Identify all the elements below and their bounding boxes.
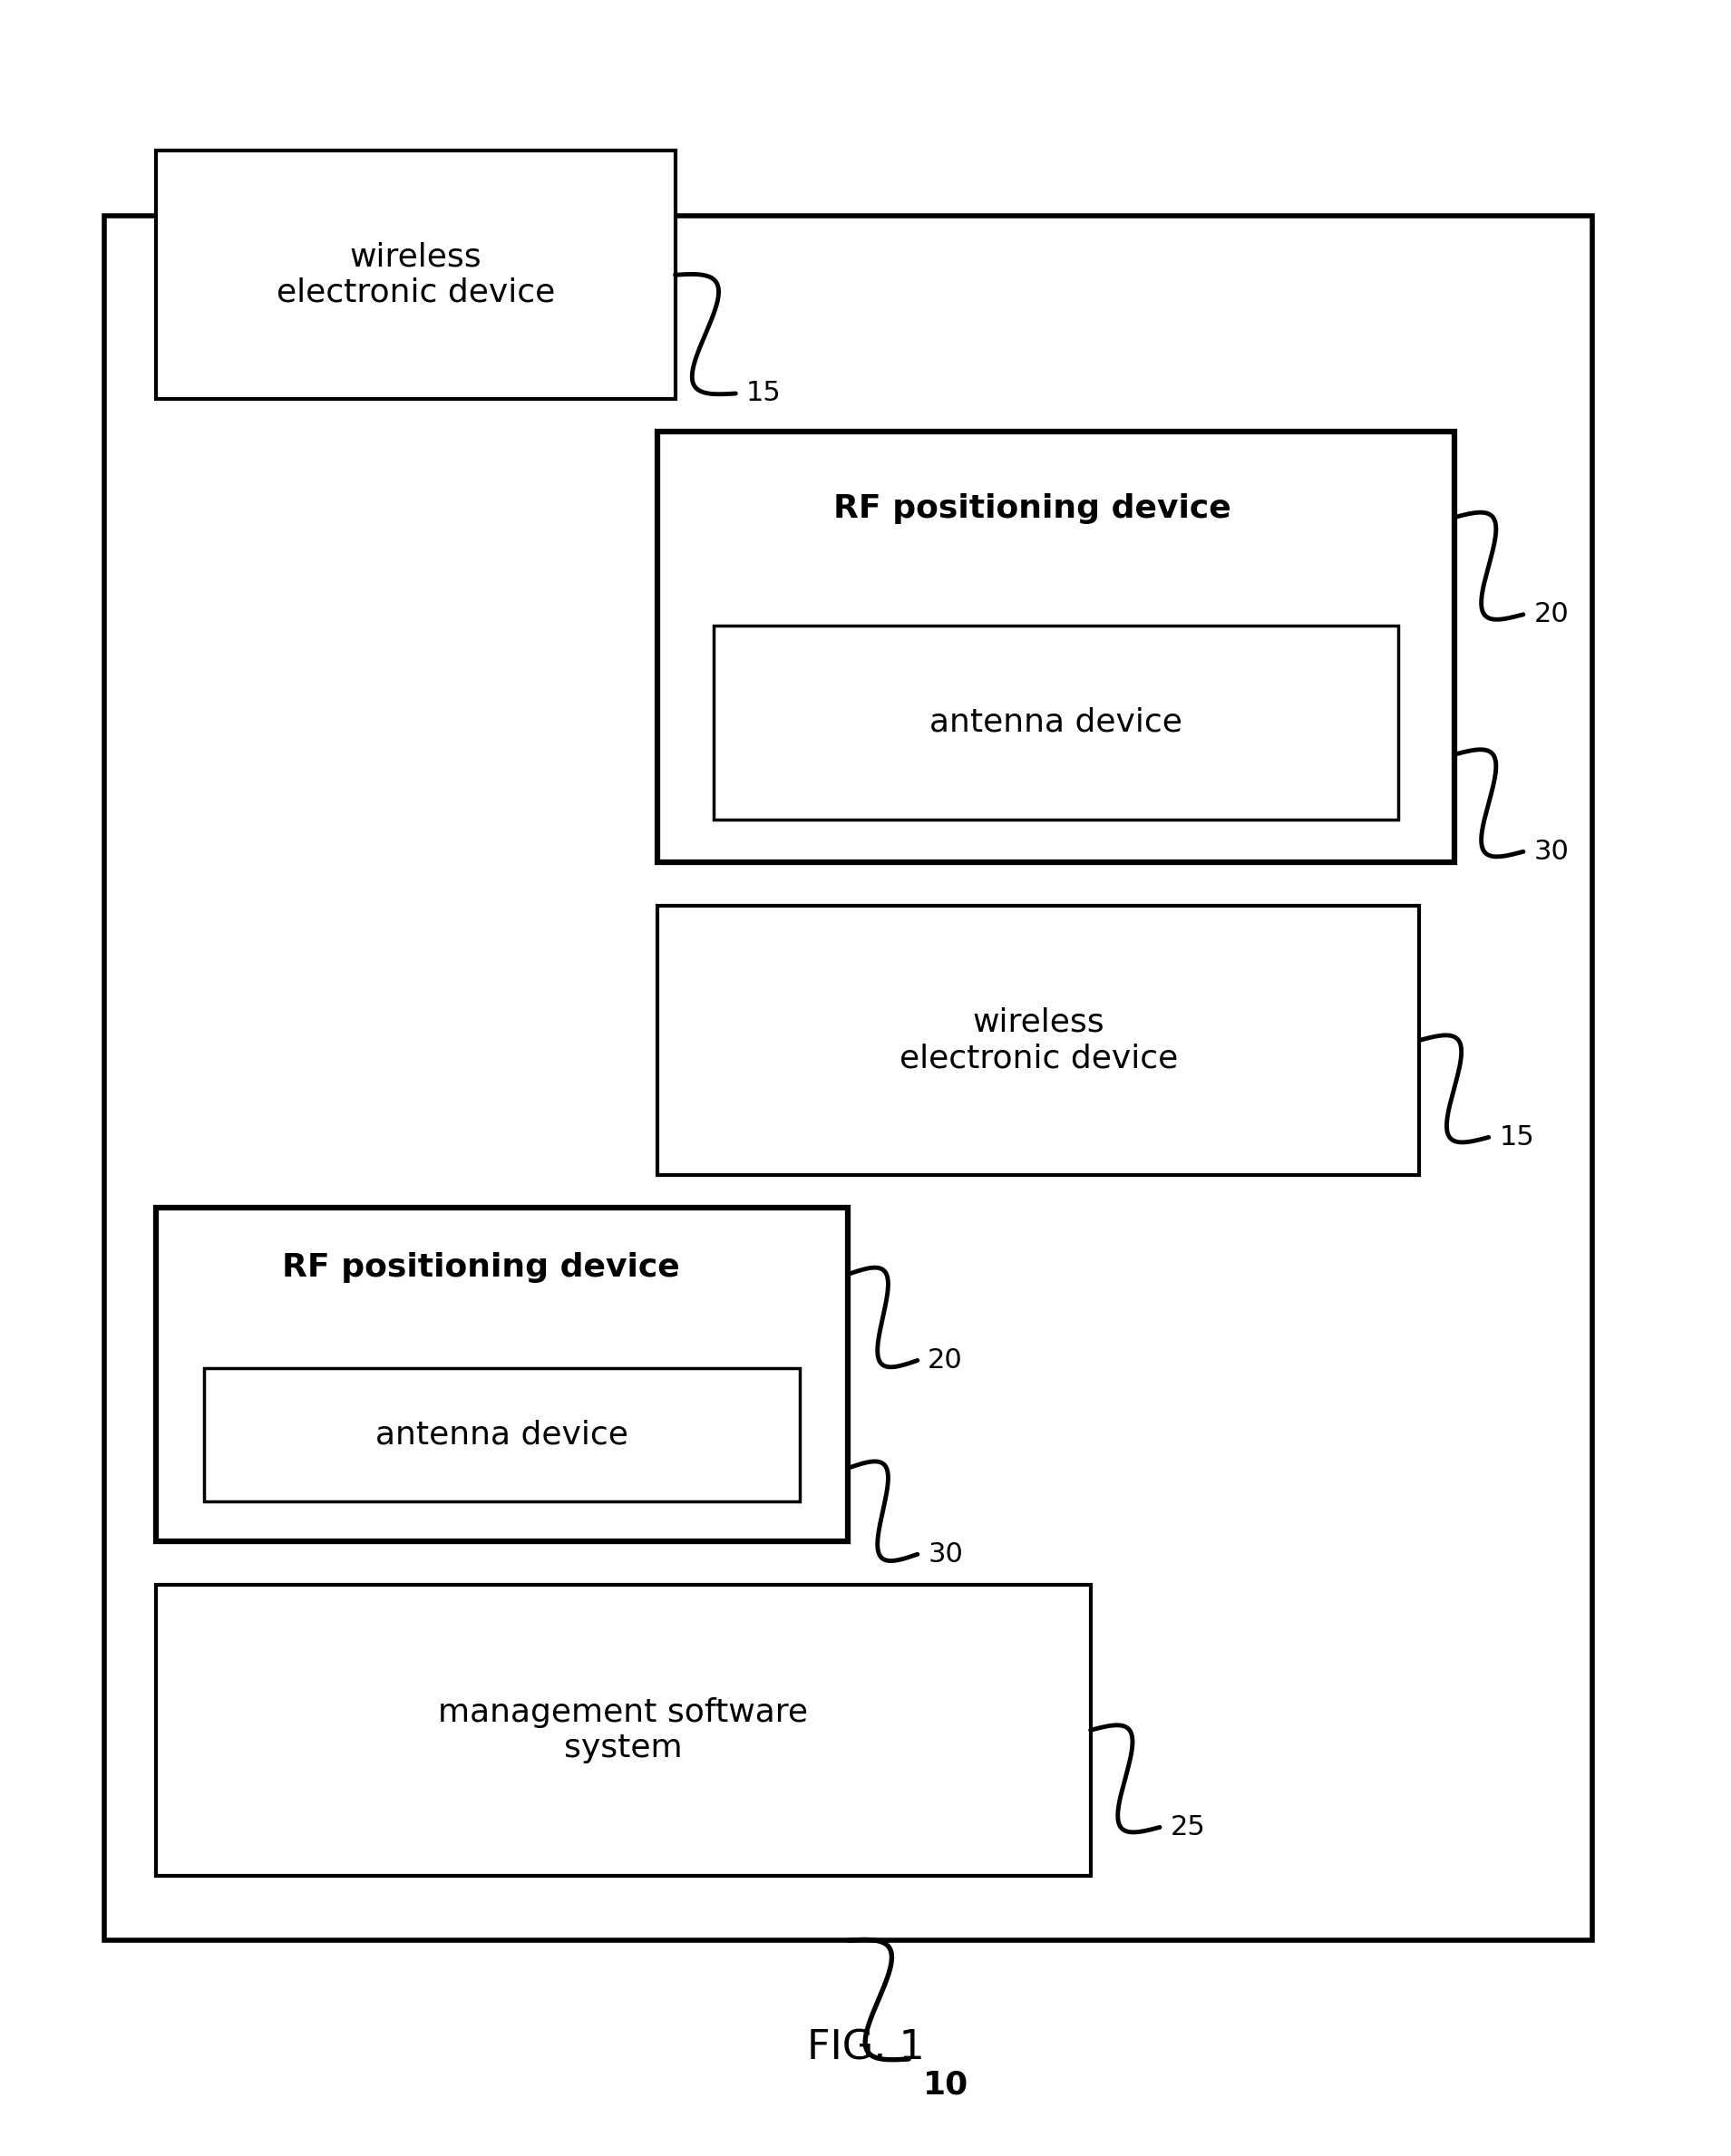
Bar: [156, 151, 675, 399]
Text: wireless
electronic device: wireless electronic device: [277, 241, 554, 308]
Bar: [156, 1585, 1091, 1876]
Text: RF positioning device: RF positioning device: [282, 1253, 680, 1283]
Bar: [156, 1207, 848, 1542]
Bar: [658, 431, 1454, 862]
Bar: [204, 1367, 800, 1501]
Text: 15: 15: [1499, 1123, 1534, 1151]
Text: antenna device: antenna device: [930, 707, 1182, 737]
Text: wireless
electronic device: wireless electronic device: [900, 1007, 1177, 1074]
Text: management software
system: management software system: [438, 1697, 808, 1764]
Bar: [104, 216, 1593, 1940]
Bar: [658, 906, 1419, 1175]
Text: 25: 25: [1170, 1813, 1205, 1841]
Text: FIG. 1: FIG. 1: [807, 2029, 924, 2068]
Text: 30: 30: [928, 1542, 962, 1567]
Text: 15: 15: [746, 379, 781, 407]
Text: antenna device: antenna device: [376, 1419, 628, 1451]
Text: RF positioning device: RF positioning device: [833, 494, 1231, 524]
Text: 10: 10: [923, 2070, 968, 2100]
Bar: [713, 625, 1399, 819]
Text: 30: 30: [1534, 839, 1568, 865]
Text: 20: 20: [1534, 602, 1568, 627]
Text: 20: 20: [928, 1348, 962, 1373]
